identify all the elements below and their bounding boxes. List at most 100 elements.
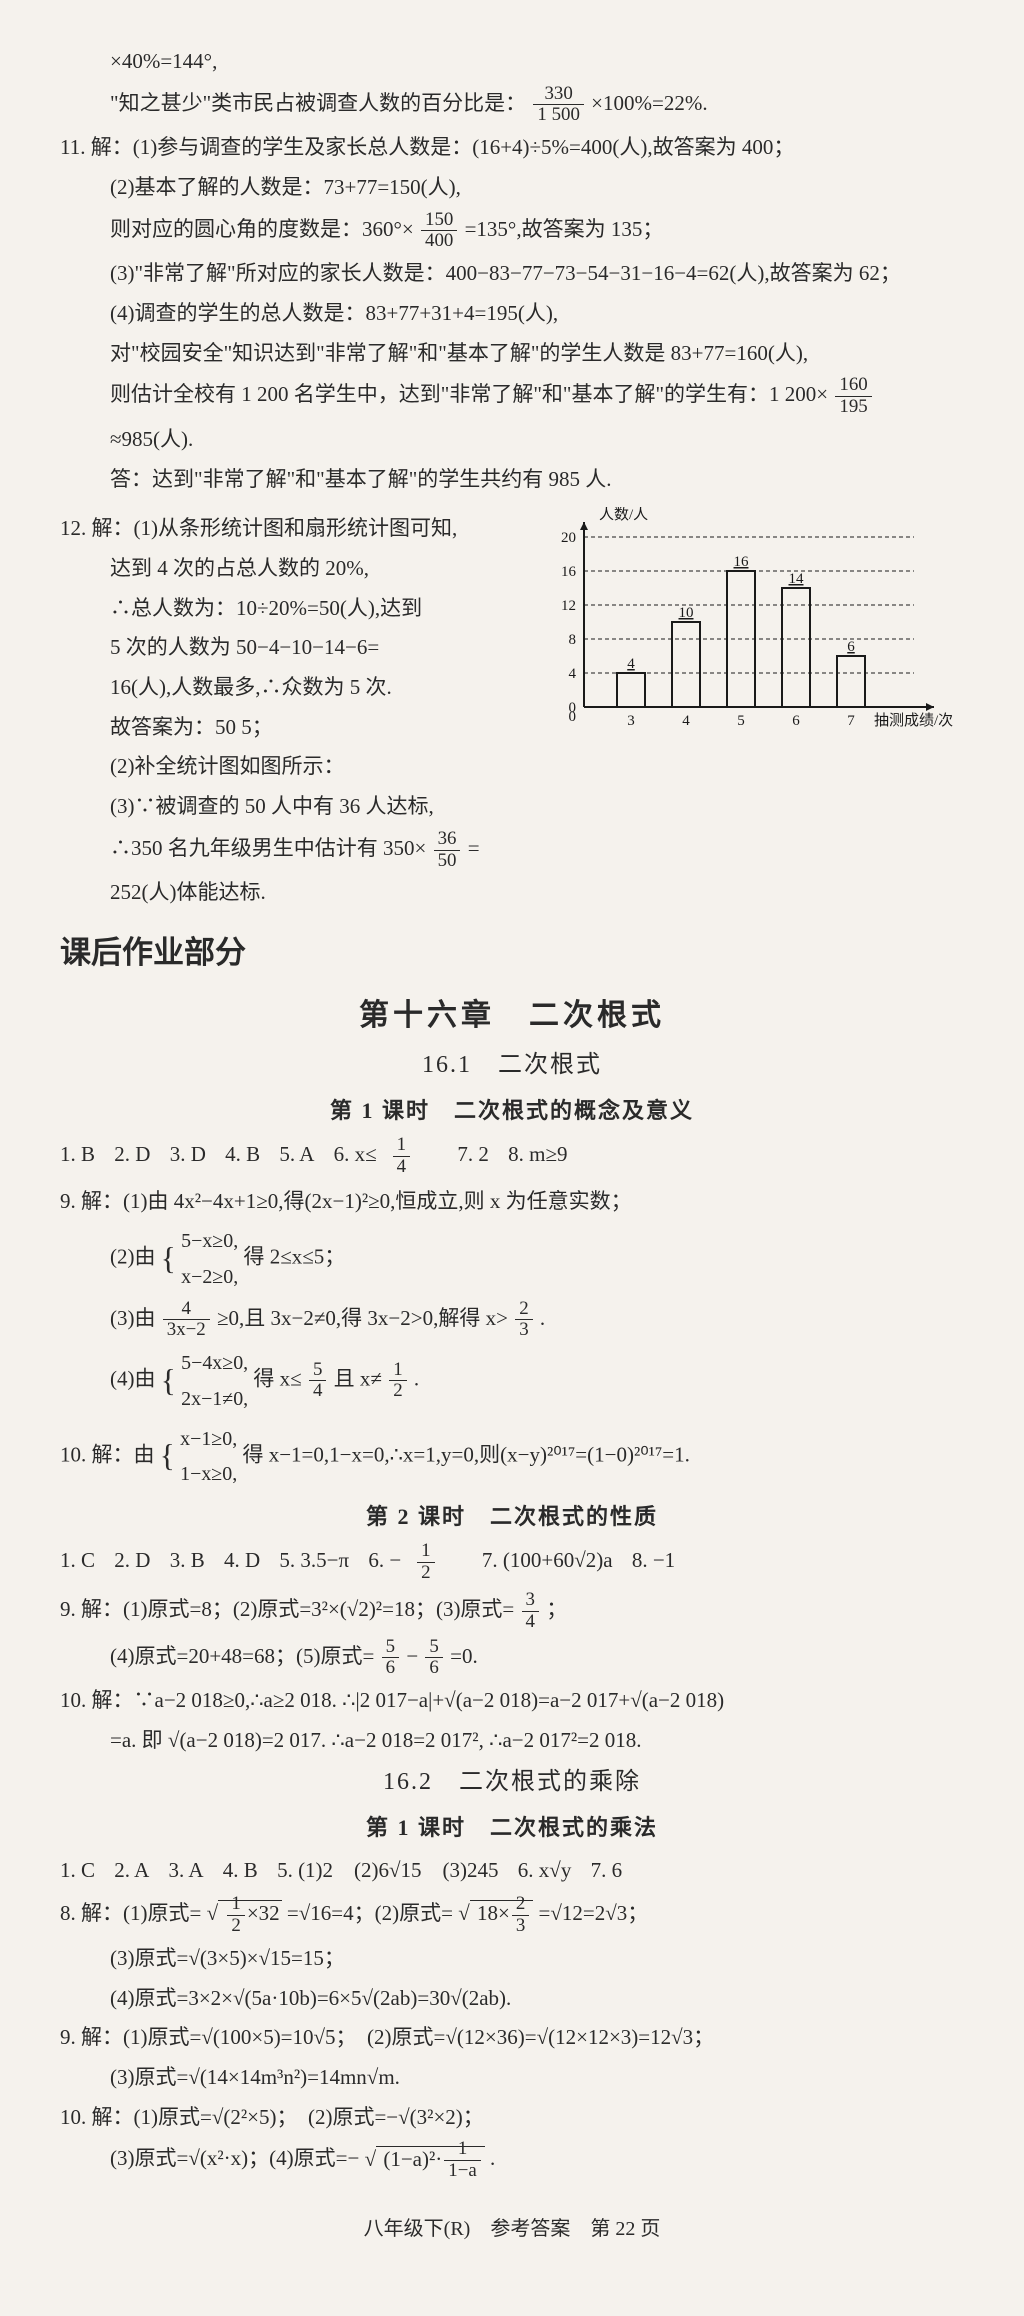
eq-row: 5−4x≥0, [181,1352,248,1374]
answer: 2. D [114,1142,150,1166]
page-footer: 八年级下(R) 参考答案 第 22 页 [60,2212,964,2246]
denominator: 4 [393,1157,410,1178]
text: 6. − [368,1548,401,1572]
denominator: 6 [382,1658,399,1679]
denominator: 3x−2 [163,1320,210,1341]
homework-section-title: 课后作业部分 [60,927,964,980]
text-line: 则估计全校有 1 200 名学生中，达到"非常了解"和"基本了解"的学生有：1 … [60,375,964,418]
text: (3)原式=√(x²·x)；(4)原式=− [110,2147,359,2171]
numerator: 1 [444,2139,480,2161]
text-line: =a. 即 √(a−2 018)=2 017. ∴a−2 018=2 017²,… [60,1723,964,1759]
svg-text:16: 16 [734,554,750,570]
numerator: 1 [393,1135,410,1157]
answer: 7. 6 [591,1858,623,1882]
section-16-2: 16.2 二次根式的乘除 [60,1762,964,1803]
answer: 7. 2 [457,1142,489,1166]
svg-text:3: 3 [627,713,635,729]
text-line: 252(人)体能达标. [60,875,538,911]
fraction: 23 [512,1894,529,1937]
answer: 2. A [114,1858,149,1882]
text: ×32 [247,1901,280,1925]
fraction: 34 [522,1590,539,1633]
denominator: 195 [835,397,871,418]
text: "知之甚少"类市民占被调查人数的百分比是： [110,91,526,115]
svg-text:4: 4 [569,666,577,682]
text: − [406,1644,418,1668]
answer: 2. D [114,1548,150,1572]
text: 且 x≠ [334,1367,382,1391]
text: = [468,836,480,860]
equation-system: x−1≥0, 1−x≥0, [180,1421,237,1492]
text: 9. 解：(1)原式=8；(2)原式=3²×(√2)²=18；(3)原式= [60,1597,514,1621]
text-line: (4)原式=20+48=68；(5)原式= 56 − 56 =0. [60,1637,964,1680]
text: =√16=4；(2)原式= [287,1901,453,1925]
answer: 4. D [224,1548,260,1572]
text-line: (4)原式=3×2×√(5a·10b)=6×5√(2ab)=30√(2ab). [60,1981,964,2017]
text-line: 16(人),人数最多,∴众数为 5 次. [60,670,538,706]
text: ≥0,且 3x−2≠0,得 3x−2>0,解得 x> [217,1306,508,1330]
text: 6. x≤ [334,1142,377,1166]
svg-text:20: 20 [561,530,576,546]
eq-row: x−1≥0, [180,1428,237,1450]
text: =135°,故答案为 135； [465,217,664,241]
svg-text:人数/人: 人数/人 [599,507,648,523]
answer: 8. m≥9 [508,1142,567,1166]
fraction: 11−a [444,2139,480,2182]
fraction: 150 400 [421,210,457,253]
text-line: (4)由 { 5−4x≥0, 2x−1≠0, 得 x≤ 54 且 x≠ 12 . [60,1345,964,1416]
numerator: 3 [522,1590,539,1612]
text: ×100%=22%. [591,91,707,115]
problem-8: 8. 解：(1)原式= 12×32 =√16=4；(2)原式= 18×23 =√… [60,1894,964,1937]
text-line: (2)由 { 5−x≥0, x−2≥0, 得 2≤x≤5； [60,1223,964,1294]
answer: 4. B [225,1142,260,1166]
text: =√12=2√3； [539,1901,649,1925]
eq-row: 1−x≥0, [180,1463,237,1485]
svg-text:16: 16 [561,564,577,580]
text: 得 x−1=0,1−x=0,∴x=1,y=0,则(x−y)²⁰¹⁷=(1−0)²… [242,1442,689,1466]
fraction: 54 [309,1360,326,1403]
text-line: 则对应的圆心角的度数是：360°× 150 400 =135°,故答案为 135… [60,210,964,253]
lesson-1-title: 第 1 课时 二次根式的概念及意义 [60,1092,964,1129]
denominator: 2 [417,1563,434,1584]
denominator: 400 [421,231,457,252]
fraction: 330 1 500 [533,84,584,127]
text-line: (3)原式=√(3×5)×√15=15； [60,1941,964,1977]
problem-11: 11. 解：(1)参与调查的学生及家长总人数是：(16+4)÷5%=400(人)… [60,130,964,166]
text-line: 12. 解：(1)从条形统计图和扇形统计图可知, [60,511,538,547]
fraction: 43x−2 [163,1299,210,1342]
svg-text:14: 14 [789,571,805,587]
text: (4)原式=20+48=68；(5)原式= [110,1644,374,1668]
answer: 6. −12 [368,1548,468,1572]
numerator: 5 [309,1360,326,1382]
text: 得 2≤x≤5； [243,1245,345,1269]
numerator: 150 [421,210,457,232]
problem-10: 10. 解：由 { x−1≥0, 1−x≥0, 得 x−1=0,1−x=0,∴x… [60,1421,964,1492]
svg-text:4: 4 [627,656,635,672]
sqrt-icon: 12×32 [207,1894,282,1937]
denominator: 3 [512,1916,529,1937]
svg-text:10: 10 [679,605,694,621]
section-16-1: 16.1 二次根式 [60,1045,964,1086]
numerator: 5 [382,1637,399,1659]
brace-icon: { [161,1232,176,1286]
answer: 3. D [170,1142,206,1166]
chapter-16-title: 第十六章 二次根式 [60,990,964,1041]
text: (2)由 [110,1245,156,1269]
text: ； [546,1597,567,1621]
radicand: (1−a)²·11−a [376,2146,485,2171]
denominator: 4 [309,1381,326,1402]
text-line: (3)原式=√(14×14m³n²)=14mn√m. [60,2060,964,2096]
text-line: ∴总人数为：10÷20%=50(人),达到 [60,591,538,627]
answer: 6. x≤14 [334,1142,444,1166]
numerator: 1 [227,1894,244,1916]
denominator: 2 [389,1381,406,1402]
answers-row-1: 1. B 2. D 3. D 4. B 5. A 6. x≤14 7. 2 8.… [60,1135,964,1178]
text: ∴350 名九年级男生中估计有 350× [110,836,426,860]
svg-text:12: 12 [561,598,576,614]
eq-row: 5−x≥0, [181,1230,238,1252]
svg-text:8: 8 [569,632,577,648]
text: 10. 解：由 [60,1442,155,1466]
answer: 5. (1)2 (2)6√15 (3)245 [277,1858,498,1882]
answer: 8. −1 [632,1548,675,1572]
numerator: 4 [163,1299,210,1321]
